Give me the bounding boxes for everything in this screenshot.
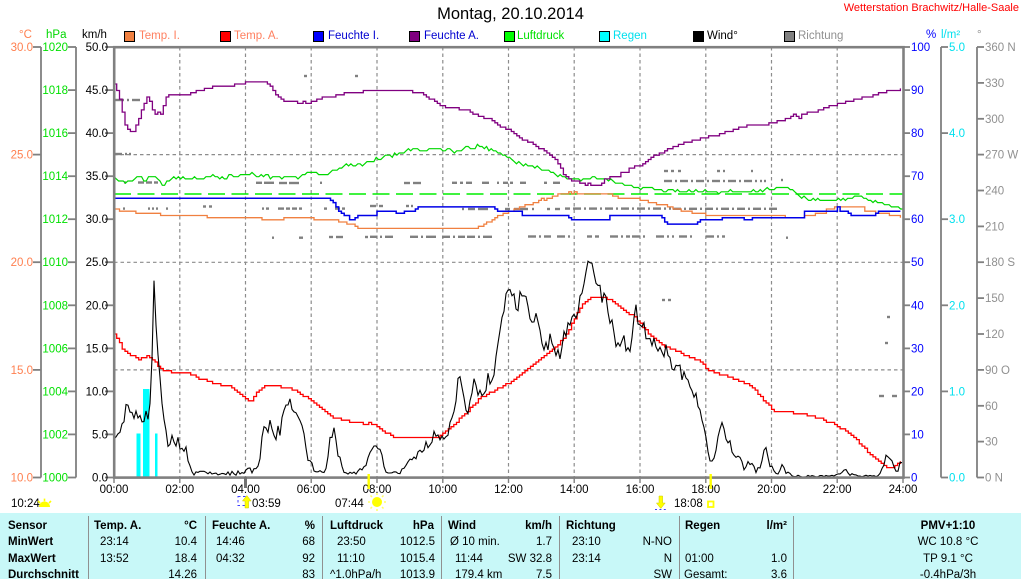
svg-text:330: 330 bbox=[985, 78, 1004, 90]
svg-text:1010: 1010 bbox=[42, 257, 68, 269]
svg-text:240: 240 bbox=[985, 186, 1004, 198]
svg-text:40: 40 bbox=[911, 300, 924, 312]
svg-text:10:24: 10:24 bbox=[11, 498, 40, 510]
svg-text:16:00: 16:00 bbox=[626, 484, 655, 496]
svg-text:06:00: 06:00 bbox=[297, 484, 326, 496]
svg-text:1006: 1006 bbox=[42, 343, 68, 355]
svg-text:1016: 1016 bbox=[42, 128, 68, 140]
svg-text:03:59: 03:59 bbox=[252, 498, 281, 510]
svg-text:12:00: 12:00 bbox=[494, 484, 523, 496]
svg-text:20:00: 20:00 bbox=[757, 484, 786, 496]
svg-text:1018: 1018 bbox=[42, 85, 68, 97]
svg-text:120: 120 bbox=[985, 329, 1004, 341]
svg-text:45.0: 45.0 bbox=[86, 85, 108, 97]
svg-text:20.0: 20.0 bbox=[86, 300, 108, 312]
svg-text:25.0: 25.0 bbox=[86, 257, 108, 269]
svg-text:30: 30 bbox=[985, 437, 998, 449]
svg-text:1.0: 1.0 bbox=[949, 386, 965, 398]
svg-text:18:08: 18:08 bbox=[674, 498, 703, 510]
svg-text:0 N: 0 N bbox=[985, 473, 1003, 485]
svg-text:4.0: 4.0 bbox=[949, 128, 965, 140]
svg-text:270 W: 270 W bbox=[985, 150, 1018, 162]
svg-text:100: 100 bbox=[911, 42, 930, 54]
svg-text:60: 60 bbox=[911, 214, 924, 226]
svg-text:22:00: 22:00 bbox=[823, 484, 852, 496]
svg-text:90 O: 90 O bbox=[985, 365, 1010, 377]
svg-text:1020: 1020 bbox=[42, 42, 68, 54]
svg-text:07:44: 07:44 bbox=[335, 498, 364, 510]
svg-text:2.0: 2.0 bbox=[949, 300, 965, 312]
svg-text:60: 60 bbox=[985, 401, 998, 413]
svg-text:30.0: 30.0 bbox=[11, 42, 33, 54]
svg-text:30.0: 30.0 bbox=[86, 214, 108, 226]
svg-text:0: 0 bbox=[911, 473, 917, 485]
svg-text:180 S: 180 S bbox=[985, 257, 1015, 269]
svg-text:02:00: 02:00 bbox=[165, 484, 194, 496]
svg-text:360 N: 360 N bbox=[985, 42, 1016, 54]
svg-text:20: 20 bbox=[911, 386, 924, 398]
svg-text:1014: 1014 bbox=[42, 171, 68, 183]
svg-text:00:00: 00:00 bbox=[100, 484, 129, 496]
svg-text:3.0: 3.0 bbox=[949, 214, 965, 226]
svg-text:0.0: 0.0 bbox=[92, 473, 108, 485]
svg-text:1008: 1008 bbox=[42, 300, 68, 312]
svg-text:1012: 1012 bbox=[42, 214, 68, 226]
svg-text:24:00: 24:00 bbox=[889, 484, 918, 496]
svg-text:15.0: 15.0 bbox=[86, 343, 108, 355]
svg-text:20.0: 20.0 bbox=[11, 257, 33, 269]
svg-text:90: 90 bbox=[911, 85, 924, 97]
svg-text:15.0: 15.0 bbox=[11, 365, 33, 377]
svg-text:1004: 1004 bbox=[42, 386, 68, 398]
svg-text:50.0: 50.0 bbox=[86, 42, 108, 54]
svg-text:10: 10 bbox=[911, 429, 924, 441]
svg-text:10.0: 10.0 bbox=[11, 473, 33, 485]
svg-text:50: 50 bbox=[911, 257, 924, 269]
svg-text:18:00: 18:00 bbox=[691, 484, 720, 496]
svg-text:0.0: 0.0 bbox=[949, 473, 965, 485]
svg-text:5.0: 5.0 bbox=[949, 42, 965, 54]
svg-text:210: 210 bbox=[985, 221, 1004, 233]
svg-text:80: 80 bbox=[911, 128, 924, 140]
svg-text:14:00: 14:00 bbox=[560, 484, 589, 496]
svg-text:35.0: 35.0 bbox=[86, 171, 108, 183]
svg-text:1000: 1000 bbox=[42, 473, 68, 485]
svg-text:150: 150 bbox=[985, 293, 1004, 305]
svg-text:10:00: 10:00 bbox=[428, 484, 457, 496]
svg-text:25.0: 25.0 bbox=[11, 150, 33, 162]
svg-text:40.0: 40.0 bbox=[86, 128, 108, 140]
svg-text:30: 30 bbox=[911, 343, 924, 355]
svg-text:1002: 1002 bbox=[42, 429, 68, 441]
svg-text:300: 300 bbox=[985, 114, 1004, 126]
svg-text:70: 70 bbox=[911, 171, 924, 183]
svg-text:5.0: 5.0 bbox=[92, 429, 108, 441]
svg-text:10.0: 10.0 bbox=[86, 386, 108, 398]
svg-text:04:00: 04:00 bbox=[231, 484, 260, 496]
